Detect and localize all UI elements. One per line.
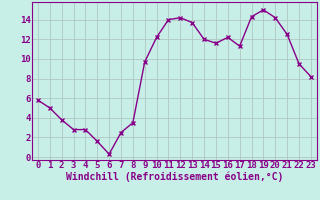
- X-axis label: Windchill (Refroidissement éolien,°C): Windchill (Refroidissement éolien,°C): [66, 172, 283, 182]
